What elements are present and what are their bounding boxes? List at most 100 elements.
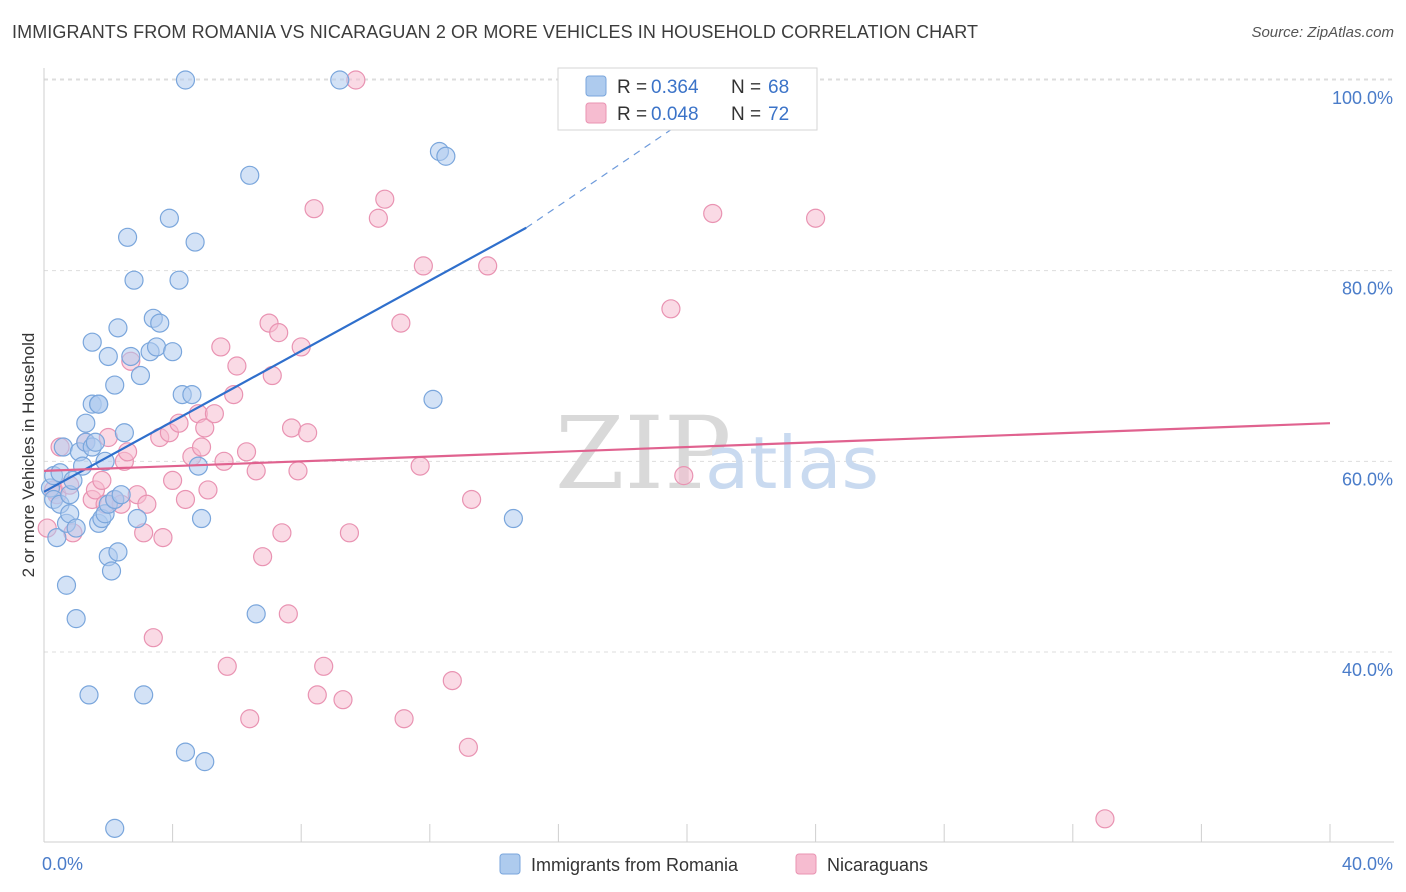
nicaraguan-point-67 xyxy=(661,299,681,319)
romania-point-17 xyxy=(76,413,96,433)
nicaraguan-point-60 xyxy=(394,709,414,729)
romania-point-8 xyxy=(56,575,77,595)
romania-point-63 xyxy=(436,146,456,166)
nicaraguan-point-22 xyxy=(153,527,173,548)
nicaraguan-point-48 xyxy=(288,461,308,481)
legend-r-value-1: 0.364 xyxy=(651,77,699,98)
romania-point-46 xyxy=(146,337,167,357)
nicaraguan-point-40 xyxy=(246,461,266,481)
romania-point-34 xyxy=(108,318,128,338)
nicaraguan-point-54 xyxy=(333,690,353,710)
x-tick-label-max: 40.0% xyxy=(1342,854,1393,874)
legend-swatch-pink xyxy=(585,102,607,124)
nicaraguan-point-41 xyxy=(253,547,273,567)
romania-point-48 xyxy=(159,208,179,228)
romania-point-67 xyxy=(105,818,125,838)
romania-point-59 xyxy=(246,604,266,624)
nicaraguan-point-61 xyxy=(410,456,430,476)
romania-point-60 xyxy=(175,70,196,90)
x-tick-label-min: 0.0% xyxy=(42,854,83,874)
nicaraguan-point-71 xyxy=(1095,809,1115,829)
bottom-legend-label-romania: Immigrants from Romania xyxy=(531,855,739,875)
nicaraguan-point-33 xyxy=(211,337,231,357)
nicaraguan-point-56 xyxy=(346,70,366,90)
romania-point-30 xyxy=(98,346,118,367)
chart-title: IMMIGRANTS FROM ROMANIA VS NICARAGUAN 2 … xyxy=(12,22,979,42)
stats-legend: R = 0.364 N = 68 R = 0.048 N = 72 xyxy=(557,67,818,131)
gridlines xyxy=(44,78,1394,653)
nicaraguan-point-24 xyxy=(163,470,183,490)
romania-point-56 xyxy=(191,508,212,529)
romania-point-6 xyxy=(53,437,73,457)
legend-r-label-1: R = xyxy=(617,77,647,98)
romania-point-3 xyxy=(47,527,67,548)
y-tick-label-60: 60.0% xyxy=(1342,469,1393,489)
romania-point-42 xyxy=(130,365,151,386)
nicaraguan-point-65 xyxy=(461,489,482,510)
nicaraguan-point-38 xyxy=(236,442,257,462)
y-tick-label-80: 80.0% xyxy=(1342,279,1393,299)
romania-point-52 xyxy=(175,742,196,762)
romania-point-47 xyxy=(150,313,170,333)
nicaraguan-point-68 xyxy=(674,466,694,486)
trend-line-nicaraguans xyxy=(43,422,1331,472)
romania-point-41 xyxy=(127,508,147,529)
romania-point-66 xyxy=(89,394,109,414)
romania-point-39 xyxy=(121,346,141,367)
bottom-legend-swatch-nicaraguans xyxy=(795,853,817,875)
romania-point-35 xyxy=(108,542,128,562)
nicaraguan-point-63 xyxy=(442,670,462,691)
y-axis-label: 2 or more Vehicles in Household xyxy=(19,333,38,578)
romania-point-36 xyxy=(111,485,131,505)
romania-point-57 xyxy=(195,752,215,772)
nicaraguan-point-51 xyxy=(304,199,324,219)
nicaraguan-point-37 xyxy=(227,356,247,376)
romania-point-40 xyxy=(124,270,144,290)
nicaraguan-point-53 xyxy=(314,656,334,676)
legend-swatch-blue xyxy=(585,75,607,97)
nicaraguan-point-66 xyxy=(478,256,498,276)
series-romania-points xyxy=(40,70,523,838)
nicaraguan-point-47 xyxy=(281,418,302,438)
watermark: ZIP atlas xyxy=(555,395,879,512)
nicaraguan-point-55 xyxy=(339,523,360,543)
nicaraguan-point-69 xyxy=(703,203,723,224)
nicaraguan-point-58 xyxy=(375,189,395,209)
romania-point-64 xyxy=(423,389,443,409)
y-tick-labels: 40.0% 60.0% 80.0% 100.0% xyxy=(1332,88,1393,680)
series-nicaraguans-points xyxy=(37,70,1115,829)
nicaraguan-point-57 xyxy=(368,208,388,228)
watermark-atlas: atlas xyxy=(705,421,879,505)
nicaraguan-point-39 xyxy=(240,709,260,729)
romania-point-32 xyxy=(105,375,125,395)
romania-point-61 xyxy=(330,70,350,90)
romania-point-49 xyxy=(163,342,183,362)
nicaraguan-point-46 xyxy=(278,604,298,624)
trend-line-romania xyxy=(43,226,527,493)
source-credit: Source: ZipAtlas.com xyxy=(1251,24,1394,41)
nicaraguan-point-52 xyxy=(307,685,327,705)
romania-point-58 xyxy=(240,165,260,185)
romania-point-31 xyxy=(101,561,122,581)
bottom-legend-label-nicaraguans: Nicaraguans xyxy=(827,855,928,875)
nicaraguan-point-19 xyxy=(137,494,157,514)
series-legend: Immigrants from Romania Nicaraguans xyxy=(499,853,928,875)
nicaraguan-point-35 xyxy=(217,656,237,676)
romania-point-18 xyxy=(79,685,99,705)
x-tick-labels: 0.0% 40.0% xyxy=(42,854,1393,874)
nicaraguan-point-31 xyxy=(198,480,218,500)
nicaraguan-point-20 xyxy=(143,628,163,648)
legend-n-value-2: 72 xyxy=(768,104,789,125)
nicaraguan-point-50 xyxy=(298,423,318,443)
nicaraguan-point-62 xyxy=(413,256,433,276)
legend-r-label-2: R = xyxy=(617,104,647,125)
nicaraguan-point-29 xyxy=(191,437,212,457)
nicaraguan-point-59 xyxy=(391,313,411,333)
y-tick-label-40: 40.0% xyxy=(1342,660,1393,680)
legend-n-label-1: N = xyxy=(731,77,761,98)
legend-r-value-2: 0.048 xyxy=(651,104,699,125)
nicaraguan-point-45 xyxy=(272,523,292,543)
nicaraguan-point-70 xyxy=(805,208,826,228)
romania-point-12 xyxy=(66,518,86,538)
